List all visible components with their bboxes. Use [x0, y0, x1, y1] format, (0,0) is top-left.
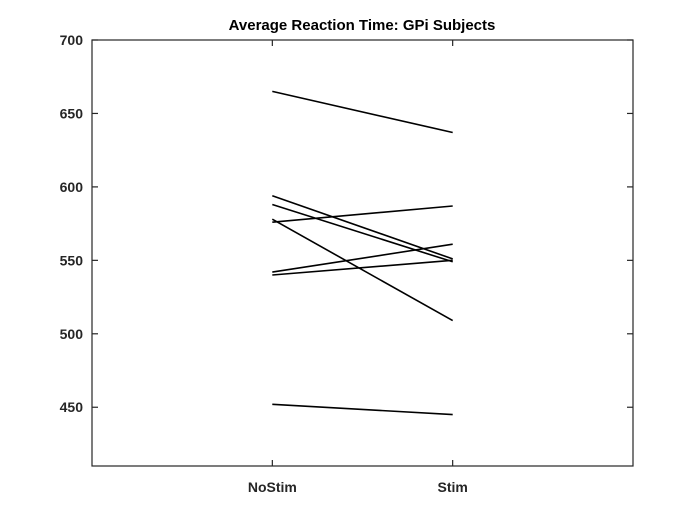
- plot-frame: [91, 39, 634, 467]
- x-tick-label: NoStim: [248, 479, 297, 495]
- series-lines: [271, 90, 454, 416]
- series-line-1: [272, 90, 453, 134]
- series-line-2: [272, 194, 453, 260]
- chart-title: Average Reaction Time: GPi Subjects: [229, 17, 496, 34]
- axes: 450 500 550 600 650 700 NoStim Stim: [60, 32, 634, 495]
- y-tick-label: 550: [60, 252, 84, 268]
- y-tick-label: 600: [60, 179, 84, 195]
- y-tick-label: 650: [60, 105, 84, 121]
- series-line-8: [272, 403, 453, 416]
- series-line-7: [272, 259, 453, 276]
- y-tick-label: 450: [60, 399, 84, 415]
- x-tick-label: Stim: [437, 479, 467, 495]
- y-tick-label: 500: [60, 326, 84, 342]
- series-line-4: [272, 205, 453, 223]
- series-line-6: [272, 243, 453, 273]
- series-line-3: [272, 203, 453, 263]
- series-line-5: [271, 218, 454, 322]
- y-tick-label: 700: [60, 32, 84, 48]
